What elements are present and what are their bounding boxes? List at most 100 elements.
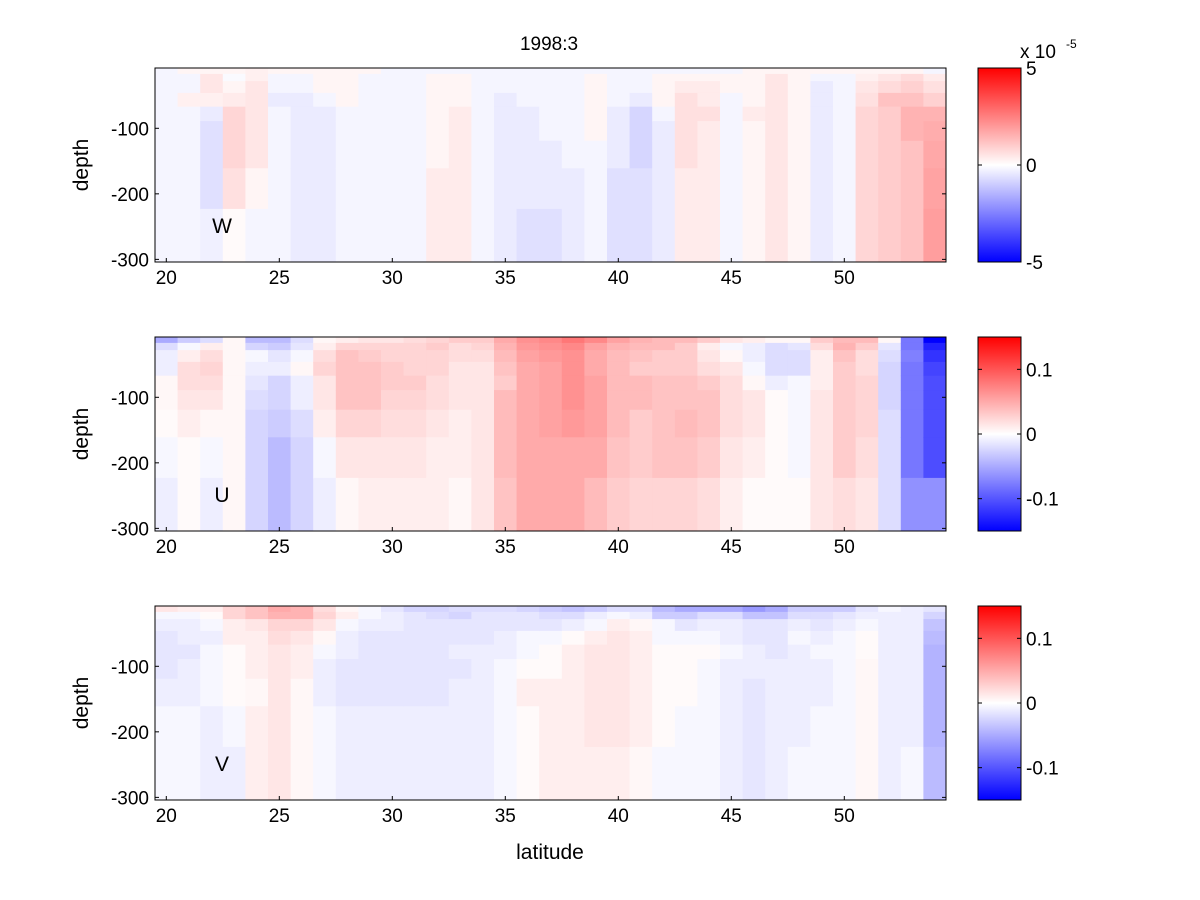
heatmap-cell: [810, 375, 834, 391]
heatmap-cell: [268, 350, 292, 363]
heatmap-cell: [177, 706, 201, 748]
heatmap-cell: [584, 746, 608, 801]
heatmap-cell: [878, 68, 902, 75]
heatmap-cell: [200, 168, 224, 210]
heatmap-cell: [607, 611, 631, 620]
heatmap-cell: [539, 73, 563, 82]
heatmap-cell: [674, 606, 698, 613]
heatmap-cell: [471, 409, 495, 438]
heatmap-cell: [245, 678, 269, 707]
heatmap-cell: [494, 746, 518, 801]
heatmap-cell: [674, 73, 698, 82]
heatmap-cell: [561, 390, 585, 411]
heatmap-cell: [697, 208, 721, 263]
heatmap-cell: [222, 606, 246, 613]
heatmap-cell: [584, 477, 608, 532]
heatmap-cell: [403, 337, 427, 344]
heatmap-cell: [222, 678, 246, 707]
heatmap-cell: [561, 644, 585, 660]
heatmap-cell: [674, 92, 698, 108]
heatmap-cell: [697, 121, 721, 142]
heatmap-cell: [652, 121, 676, 142]
heatmap-cell: [290, 361, 314, 377]
heatmap-cell: [494, 678, 518, 707]
heatmap-cell: [381, 390, 405, 411]
heatmap-cell: [629, 706, 653, 748]
heatmap-cell: [697, 92, 721, 108]
heatmap-cell: [200, 390, 224, 411]
x-tick-label: 20: [156, 806, 177, 827]
heatmap-cell: [765, 746, 789, 801]
heatmap-cell: [539, 92, 563, 108]
heatmap-cell: [674, 337, 698, 344]
heatmap-cell: [155, 437, 179, 479]
heatmap-cell: [358, 611, 382, 620]
x-tick-label: 25: [269, 806, 290, 827]
heatmap-cell: [403, 140, 427, 169]
heatmap-cell: [471, 208, 495, 263]
heatmap-cell: [471, 68, 495, 75]
heatmap-cell: [381, 361, 405, 377]
heatmap-cell: [494, 659, 518, 680]
heatmap-cell: [810, 92, 834, 108]
heatmap-cell: [177, 68, 201, 75]
heatmap-cell: [268, 337, 292, 344]
heatmap-cell: [335, 477, 359, 532]
heatmap-cell: [335, 390, 359, 411]
heatmap-cell: [923, 92, 947, 108]
heatmap-cell: [494, 121, 518, 142]
heatmap-cell: [290, 375, 314, 391]
heatmap-cell: [177, 337, 201, 344]
heatmap-cell: [471, 337, 495, 344]
heatmap-cell: [697, 678, 721, 707]
heatmap-cell: [900, 140, 924, 169]
heatmap-cell: [381, 92, 405, 108]
panel-label: U: [214, 484, 229, 507]
heatmap-cell: [561, 73, 585, 82]
x-axis-label: latitude: [516, 841, 584, 864]
heatmap-cell: [561, 437, 585, 479]
heatmap-cell: [313, 337, 337, 344]
colorbar-tick-label: 0.1: [1026, 629, 1052, 650]
heatmap-cell: [448, 361, 472, 377]
heatmap-cell: [358, 477, 382, 532]
heatmap-cell: [697, 350, 721, 363]
heatmap-cell: [810, 630, 834, 646]
heatmap-cell: [200, 678, 224, 707]
heatmap-cell: [652, 644, 676, 660]
x-tick-label: 30: [382, 537, 403, 558]
heatmap-cell: [584, 121, 608, 142]
heatmap-cell: [516, 611, 540, 620]
heatmap-cell: [810, 121, 834, 142]
heatmap-cell: [878, 706, 902, 748]
heatmap-cell: [810, 437, 834, 479]
heatmap-cell: [561, 746, 585, 801]
heatmap-cell: [155, 73, 179, 82]
heatmap-cell: [584, 81, 608, 94]
heatmap-cell: [200, 437, 224, 479]
heatmap-cell: [539, 375, 563, 391]
heatmap-cell: [155, 678, 179, 707]
heatmap-cell: [787, 361, 811, 377]
heatmap-cell: [923, 619, 947, 632]
heatmap-cell: [448, 746, 472, 801]
heatmap-cell: [516, 121, 540, 142]
heatmap-cell: [494, 630, 518, 646]
heatmap-cell: [787, 81, 811, 94]
heatmap-cell: [607, 208, 631, 263]
heatmap-cell: [833, 342, 857, 351]
heatmap-cell: [222, 350, 246, 363]
colorbar-tick-label: 0: [1026, 694, 1037, 715]
heatmap-cell: [674, 106, 698, 122]
heatmap-cell: [177, 73, 201, 82]
heatmap-cell: [742, 208, 766, 263]
heatmap-cell: [629, 121, 653, 142]
heatmap-cell: [787, 644, 811, 660]
heatmap-cell: [245, 644, 269, 660]
heatmap-cell: [426, 477, 450, 532]
heatmap-cell: [539, 68, 563, 75]
heatmap-cell: [720, 73, 744, 82]
heatmap-cell: [810, 746, 834, 801]
heatmap-cell: [629, 678, 653, 707]
